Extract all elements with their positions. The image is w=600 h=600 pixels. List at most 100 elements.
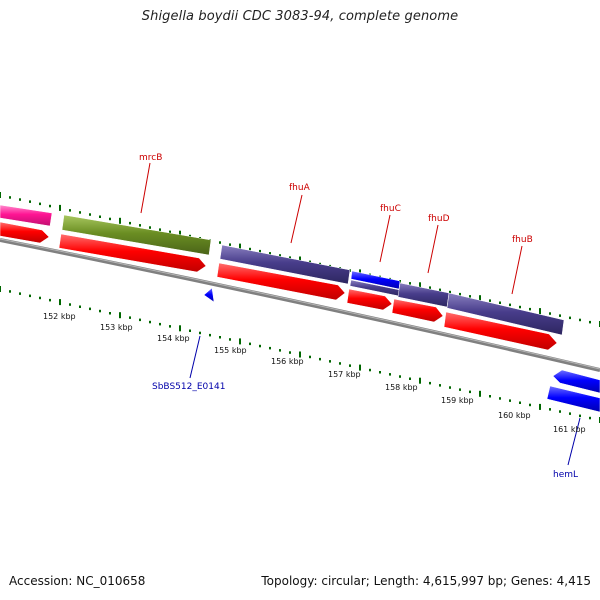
lower-track-major-tick — [479, 390, 481, 397]
gene-label-fhuC: fhuC — [380, 204, 401, 214]
upper-track-minor-tick — [89, 213, 91, 216]
gene-label-fhuD: fhuD — [428, 214, 450, 224]
lower-track-minor-tick — [449, 386, 451, 389]
upper-track-minor-tick — [109, 217, 111, 221]
cds-arrow-2 — [58, 233, 207, 273]
lower-track-minor-tick — [289, 351, 291, 354]
upper-track-minor-tick — [259, 249, 261, 253]
upper-track-major-tick — [359, 269, 361, 276]
leader-fhuA — [290, 194, 303, 244]
lower-track-minor-tick — [319, 357, 321, 361]
lower-track-minor-tick — [329, 360, 331, 363]
gene-mrcB-olive — [61, 214, 212, 256]
lower-track-minor-tick — [199, 331, 201, 335]
lower-track-minor-tick — [509, 399, 511, 402]
upper-track-minor-tick — [29, 200, 31, 203]
lower-track-minor-tick — [229, 338, 231, 341]
lower-track-minor-tick — [189, 329, 191, 332]
upper-track-minor-tick — [129, 221, 131, 225]
upper-track-minor-tick — [219, 241, 221, 244]
lower-track-minor-tick — [589, 416, 591, 420]
lower-track-minor-tick — [139, 318, 141, 322]
lower-track-minor-tick — [549, 408, 551, 411]
lower-track-minor-tick — [309, 355, 311, 359]
upper-track-minor-tick — [489, 299, 491, 302]
kbp-label: 157 kbp — [328, 370, 361, 379]
upper-track-minor-tick — [589, 320, 591, 324]
lower-track-minor-tick — [79, 305, 81, 308]
lower-track-minor-tick — [159, 322, 161, 326]
upper-track-major-tick — [299, 256, 301, 263]
lower-track-minor-tick — [29, 294, 31, 298]
upper-track-minor-tick — [459, 292, 461, 296]
kbp-label: 160 kbp — [498, 411, 531, 420]
lower-track-minor-tick — [429, 381, 431, 385]
upper-track-minor-tick — [99, 215, 101, 218]
lower-track-major-tick — [59, 299, 61, 306]
lower-track-minor-tick — [519, 401, 521, 404]
cds-arrow-4 — [346, 288, 393, 311]
lower-track-minor-tick — [149, 320, 151, 324]
upper-track-minor-tick — [409, 282, 411, 285]
upper-track-minor-tick — [49, 204, 51, 208]
lower-track-minor-tick — [69, 303, 71, 306]
upper-track-minor-tick — [159, 228, 161, 231]
upper-track-minor-tick — [19, 198, 21, 201]
lower-track-major-tick — [0, 286, 1, 292]
gene-label-fhuB: fhuB — [512, 235, 533, 245]
upper-track-major-tick — [59, 204, 61, 211]
gene-label-mrcB: mrcB — [139, 153, 162, 163]
lower-track-minor-tick — [559, 410, 561, 413]
kbp-label: 152 kbp — [43, 312, 76, 321]
leader-fhuD — [427, 224, 439, 274]
upper-track-major-tick — [239, 243, 241, 250]
lower-track-minor-tick — [109, 312, 111, 315]
gene-label-fhuA: fhuA — [289, 183, 311, 193]
genome-summary-text: Topology: circular; Length: 4,615,997 bp… — [261, 574, 591, 588]
upper-track-minor-tick — [309, 260, 311, 264]
leader-mrcB — [140, 162, 151, 214]
lower-track-minor-tick — [349, 364, 351, 367]
lower-track-minor-tick — [469, 390, 471, 394]
lower-track-minor-tick — [89, 307, 91, 311]
lower-track-minor-tick — [209, 333, 211, 337]
kbp-label: 161 kbp — [553, 425, 586, 434]
upper-track-minor-tick — [69, 209, 71, 212]
lower-track-minor-tick — [279, 349, 281, 352]
lower-track-minor-tick — [579, 414, 581, 418]
upper-track-minor-tick — [429, 286, 431, 289]
upper-track-minor-tick — [229, 243, 231, 246]
lower-track-major-tick — [179, 325, 181, 332]
lower-track-minor-tick — [19, 292, 21, 295]
genome-backbone — [0, 238, 600, 372]
kbp-label: 154 kbp — [157, 334, 190, 343]
lower-track-minor-tick — [129, 316, 131, 319]
upper-track-major-tick — [539, 308, 541, 315]
upper-track-minor-tick — [249, 247, 251, 251]
upper-track-minor-tick — [519, 305, 521, 309]
upper-track-minor-tick — [449, 290, 451, 294]
lower-track-minor-tick — [249, 342, 251, 346]
upper-track-minor-tick — [39, 202, 41, 206]
upper-track-minor-tick — [169, 230, 171, 234]
cds-arrow-6 — [443, 311, 558, 351]
lower-track-minor-tick — [9, 290, 11, 293]
lower-track-minor-tick — [499, 397, 501, 400]
upper-track-minor-tick — [269, 252, 271, 255]
kbp-label: 153 kbp — [100, 323, 133, 332]
upper-track-minor-tick — [279, 254, 281, 257]
cds-arrow-5 — [391, 298, 444, 323]
kbp-label: 159 kbp — [441, 396, 474, 405]
gene-hemL-upper — [552, 369, 600, 394]
leader-fhuC — [379, 214, 391, 263]
gene-pink-upper — [0, 204, 53, 227]
gene-label-sbbs: SbBS512_E0141 — [152, 382, 225, 392]
leader-fhuB — [511, 245, 523, 295]
lower-track-minor-tick — [99, 309, 101, 313]
genome-backbone-highlight — [0, 238, 600, 370]
upper-track-minor-tick — [79, 211, 81, 214]
lower-tick-track — [0, 286, 600, 423]
lower-track-major-tick — [239, 338, 241, 345]
lower-track-minor-tick — [399, 375, 401, 378]
lower-track-minor-tick — [39, 296, 41, 300]
